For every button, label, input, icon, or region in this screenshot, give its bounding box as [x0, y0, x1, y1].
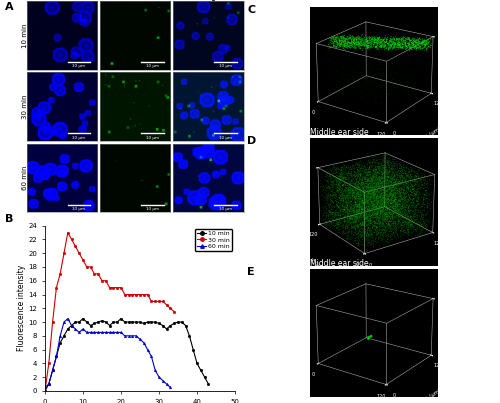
Text: 10 μm: 10 μm	[146, 207, 159, 211]
Text: 10 μm: 10 μm	[219, 64, 232, 69]
X-axis label: Y (μm): Y (μm)	[325, 399, 344, 403]
Title: DAPI: DAPI	[52, 0, 72, 1]
Text: 10 μm: 10 μm	[72, 64, 86, 69]
Text: 10 μm: 10 μm	[219, 135, 232, 139]
Y-axis label: 60 min: 60 min	[22, 166, 28, 190]
Y-axis label: Y (μm): Y (μm)	[309, 258, 326, 271]
X-axis label: X (μm): X (μm)	[408, 267, 426, 278]
Y-axis label: X (μm): X (μm)	[424, 126, 442, 140]
Y-axis label: Fluorescence intensity: Fluorescence intensity	[16, 265, 26, 351]
Y-axis label: 10 min: 10 min	[22, 23, 28, 48]
Y-axis label: X (μm): X (μm)	[424, 388, 442, 402]
Text: Middle ear side: Middle ear side	[310, 0, 368, 6]
Text: 10 μm: 10 μm	[72, 135, 86, 139]
Text: E: E	[248, 267, 255, 277]
Text: 10 μm: 10 μm	[146, 64, 159, 69]
Text: A: A	[5, 2, 14, 12]
Text: Scala tympani side: Scala tympani side	[310, 145, 382, 154]
Legend: 10 min, 30 min, 60 min: 10 min, 30 min, 60 min	[195, 229, 232, 251]
Title: Merge: Merge	[195, 0, 222, 1]
Text: B: B	[5, 214, 14, 224]
Text: Middle ear side: Middle ear side	[310, 259, 368, 268]
Y-axis label: 30 min: 30 min	[22, 95, 28, 119]
Text: Middle ear side: Middle ear side	[310, 128, 368, 137]
Text: 10 μm: 10 μm	[72, 207, 86, 211]
Text: 10 μm: 10 μm	[146, 135, 159, 139]
Text: Scala tympani side: Scala tympani side	[310, 276, 382, 285]
Title: NPs: NPs	[127, 0, 143, 1]
X-axis label: Y (μm): Y (μm)	[325, 137, 344, 146]
Text: 10 μm: 10 μm	[219, 207, 232, 211]
Text: D: D	[248, 136, 257, 146]
Text: C: C	[248, 5, 256, 15]
